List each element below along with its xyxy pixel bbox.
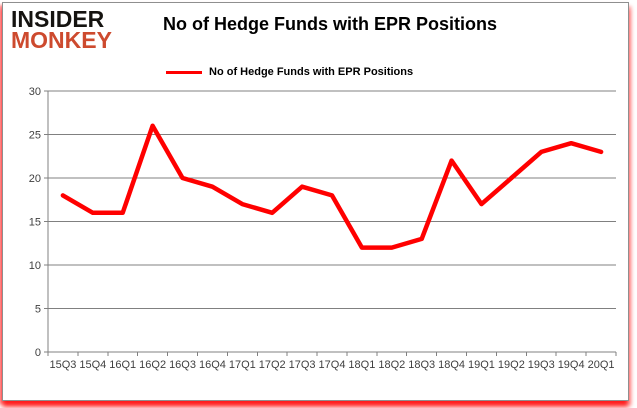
series-line — [60, 123, 604, 250]
logo-word-insider: INSIDER — [11, 6, 105, 32]
x-axis-tick-label: 20Q1 — [588, 359, 615, 371]
chart-title: No of Hedge Funds with EPR Positions — [163, 14, 498, 34]
x-axis-tick-label: 16Q2 — [139, 359, 166, 371]
legend: No of Hedge Funds with EPR Positions — [166, 65, 413, 79]
x-axis-tick-label: 18Q2 — [378, 359, 405, 371]
y-axis-tick-label: 0 — [35, 347, 41, 359]
x-axis-tick-label: 18Q4 — [438, 359, 465, 371]
y-axis-tick-label: 10 — [29, 260, 41, 272]
x-axis-tick-label: 17Q2 — [259, 359, 286, 371]
x-axis-tick-label: 16Q1 — [109, 359, 136, 371]
x-axis-tick-label: 16Q3 — [169, 359, 196, 371]
x-axis-tick-label: 18Q1 — [348, 359, 375, 371]
x-axis-tick-label: 15Q4 — [79, 359, 106, 371]
legend-line-swatch — [166, 70, 202, 74]
insider-monkey-logo: INSIDER MONKEY — [11, 6, 112, 53]
y-axis-tick-label: 5 — [35, 304, 41, 316]
x-axis-tick-label: 19Q1 — [468, 359, 495, 371]
x-axis-tick-label: 15Q3 — [49, 359, 76, 371]
x-axis-tick-label: 17Q3 — [289, 359, 316, 371]
x-axis-tick-label: 16Q4 — [199, 359, 226, 371]
y-axis-tick-label: 15 — [29, 217, 41, 229]
logo-word-monkey: MONKEY — [11, 27, 112, 53]
chart-frame — [2, 2, 629, 401]
x-axis-tick-label: 17Q4 — [319, 359, 346, 371]
legend-label: No of Hedge Funds with EPR Positions — [209, 66, 414, 78]
x-axis-tick-label: 18Q3 — [408, 359, 435, 371]
x-axis-tick-label: 19Q4 — [558, 359, 585, 371]
y-axis-tick-label: 30 — [29, 86, 41, 98]
y-axis-tick-label: 25 — [29, 130, 41, 142]
x-axis-tick-label: 19Q3 — [528, 359, 555, 371]
x-axis-tick-label: 17Q1 — [229, 359, 256, 371]
y-axis-tick-label: 20 — [29, 173, 41, 185]
x-axis-tick-label: 19Q2 — [498, 359, 525, 371]
